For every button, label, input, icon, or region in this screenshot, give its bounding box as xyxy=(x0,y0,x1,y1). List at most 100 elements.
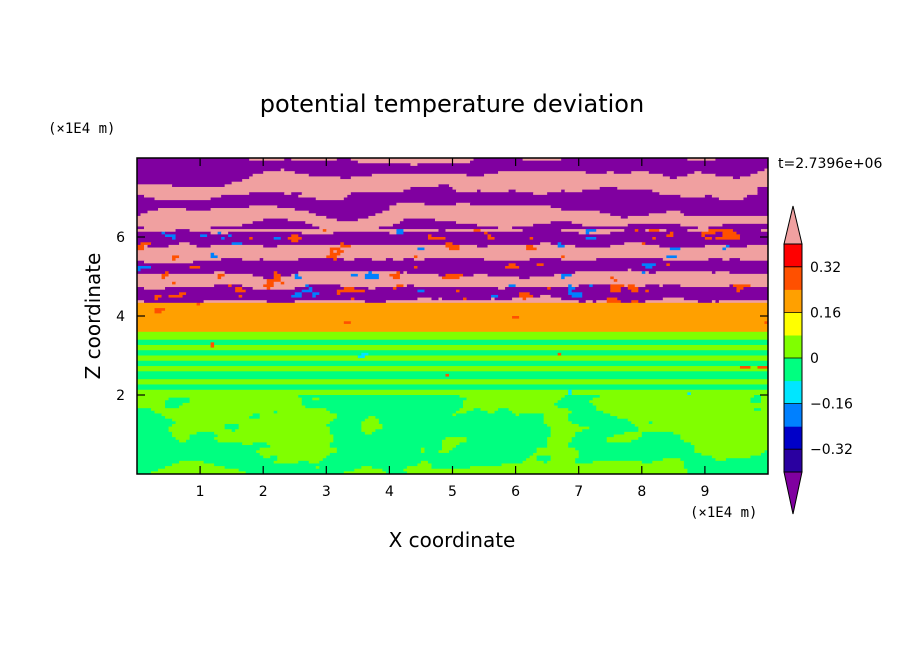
contour-cell xyxy=(385,258,394,262)
contour-cell xyxy=(760,395,768,399)
contour-cell xyxy=(189,400,303,404)
contour-cell xyxy=(596,229,625,233)
contour-cell xyxy=(350,321,766,325)
contour-cell xyxy=(540,242,552,246)
contour-cell xyxy=(617,297,664,301)
contour-cell xyxy=(137,234,166,238)
contour-cell xyxy=(396,271,401,275)
contour-cell xyxy=(252,221,306,225)
colorbar-segment xyxy=(784,449,802,473)
contour-cell xyxy=(638,429,768,433)
contour-cell xyxy=(589,400,752,404)
contour-cell xyxy=(364,355,768,359)
contour-cell xyxy=(214,284,229,288)
chart-title: potential temperature deviation xyxy=(260,90,644,118)
contour-cell xyxy=(165,276,219,280)
contour-cell xyxy=(585,237,597,241)
contour-cell xyxy=(547,442,569,446)
contour-cell xyxy=(175,237,222,241)
contour-cell xyxy=(137,342,212,346)
contour-cell xyxy=(137,381,768,386)
contour-cell xyxy=(273,410,278,415)
contour-cell xyxy=(445,237,489,241)
contour-cell xyxy=(259,416,338,420)
x-tick-label: 4 xyxy=(385,484,394,500)
contour-cell xyxy=(263,218,289,222)
contour-cell xyxy=(137,352,362,357)
contour-cell xyxy=(561,255,566,259)
contour-cell xyxy=(764,450,768,454)
contour-cell xyxy=(312,289,338,293)
contour-cell xyxy=(399,273,440,278)
contour-cell xyxy=(757,189,768,193)
contour-cell xyxy=(543,418,569,422)
contour-cell xyxy=(382,468,405,472)
contour-cell xyxy=(596,258,664,262)
contour-cell xyxy=(378,273,390,278)
contour-cell xyxy=(729,271,768,275)
contour-cell xyxy=(487,273,555,278)
contour-cell xyxy=(277,271,299,275)
contour-cell xyxy=(487,410,496,415)
contour-cell xyxy=(315,466,320,470)
contour-cell xyxy=(333,418,366,422)
contour-cell xyxy=(224,466,317,470)
contour-cell xyxy=(347,194,681,199)
contour-cell xyxy=(137,184,173,188)
contour-cell xyxy=(403,468,688,472)
contour-cell xyxy=(175,421,331,425)
contour-cell xyxy=(329,431,366,436)
contour-cell xyxy=(550,426,590,430)
contour-cell xyxy=(336,450,422,454)
contour-cell xyxy=(641,242,646,246)
contour-cell xyxy=(270,287,296,291)
contour-cell xyxy=(638,289,646,293)
contour-cell xyxy=(137,358,768,362)
contour-cell xyxy=(631,171,650,175)
contour-cell xyxy=(445,273,464,278)
contour-cell xyxy=(340,252,768,257)
x-axis-label: X coordinate xyxy=(389,528,516,552)
contour-cell xyxy=(725,458,768,462)
contour-cell xyxy=(137,460,180,465)
contour-cell xyxy=(526,458,538,462)
contour-cell xyxy=(606,437,639,441)
contour-cell xyxy=(137,189,405,193)
contour-cell xyxy=(329,442,443,446)
contour-cell xyxy=(389,273,401,278)
contour-cell xyxy=(214,463,419,467)
contour-cell xyxy=(294,273,299,278)
contour-cell xyxy=(655,237,706,241)
contour-cell xyxy=(189,242,233,246)
contour-cell xyxy=(333,258,338,262)
contour-cell xyxy=(242,294,292,299)
contour-cell xyxy=(392,223,478,228)
contour-cell xyxy=(673,231,702,235)
contour-cell xyxy=(144,194,222,199)
contour-cell xyxy=(172,258,177,262)
contour-cell xyxy=(680,284,731,288)
contour-cell xyxy=(456,289,461,293)
contour-cell xyxy=(627,223,681,228)
contour-cell xyxy=(137,242,142,246)
contour-cell xyxy=(161,310,768,314)
contour-cell xyxy=(470,160,768,164)
contour-cell xyxy=(536,447,576,451)
contour-cell xyxy=(266,442,331,446)
contour-cell xyxy=(329,445,443,449)
contour-cell xyxy=(291,192,303,196)
contour-cell xyxy=(224,184,440,188)
contour-cell xyxy=(725,247,768,251)
contour-cell xyxy=(245,289,303,293)
contour-cell xyxy=(568,287,576,291)
contour-cell xyxy=(217,273,226,278)
contour-cell xyxy=(683,439,768,443)
contour-cell xyxy=(498,171,587,175)
contour-cell xyxy=(732,176,741,180)
contour-cell xyxy=(301,237,429,241)
contour-cell xyxy=(137,287,145,291)
x-tick-label: 7 xyxy=(574,484,583,500)
contour-cell xyxy=(273,284,306,288)
contour-cell xyxy=(669,231,674,235)
contour-cell xyxy=(182,402,303,407)
